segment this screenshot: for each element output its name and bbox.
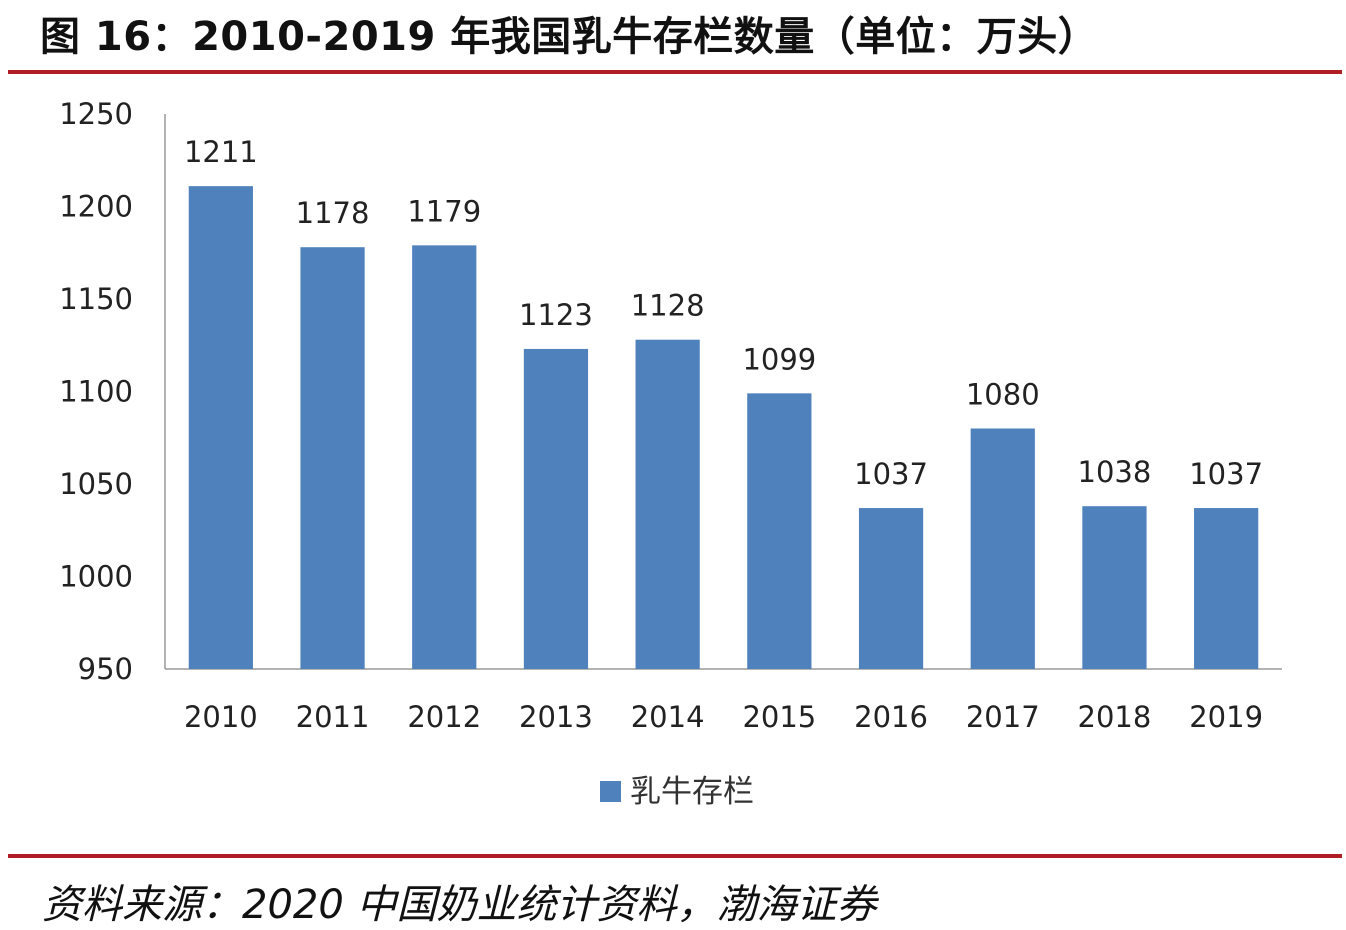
legend: 乳牛存栏 bbox=[600, 774, 754, 810]
data-label: 1037 bbox=[1189, 457, 1263, 491]
x-tick-label: 2019 bbox=[1189, 700, 1263, 734]
x-tick-label: 2012 bbox=[407, 700, 481, 734]
data-label: 1038 bbox=[1078, 455, 1152, 489]
x-tick-label: 2010 bbox=[184, 700, 258, 734]
y-tick-label: 1050 bbox=[59, 467, 133, 501]
data-label: 1080 bbox=[966, 378, 1040, 412]
x-tick-label: 2015 bbox=[742, 700, 816, 734]
source-note: 资料来源：2020 中国奶业统计资料，渤海证券 bbox=[42, 882, 877, 928]
legend-label: 乳牛存栏 bbox=[630, 774, 754, 810]
bar bbox=[858, 508, 924, 669]
bar bbox=[1082, 506, 1147, 669]
y-tick-label: 1200 bbox=[59, 190, 133, 224]
x-tick-label: 2014 bbox=[631, 700, 705, 734]
data-label: 1037 bbox=[854, 457, 928, 491]
x-tick-label: 2018 bbox=[1078, 700, 1152, 734]
x-axis: 2010 2011 2012 2013 2014 2015 2016 2017 2018 2019 bbox=[165, 668, 1282, 734]
bottom-divider bbox=[8, 854, 1342, 858]
y-tick-label: 1150 bbox=[59, 282, 133, 316]
bar bbox=[523, 348, 589, 669]
data-labels: 1211 1178 1179 1123 1128 1099 1037 1080 1038 1037 bbox=[184, 135, 1263, 491]
y-axis: 950 1000 1050 1100 1150 1200 1250 bbox=[59, 97, 166, 686]
top-divider bbox=[8, 70, 1342, 74]
bar bbox=[1194, 508, 1259, 669]
data-label: 1123 bbox=[519, 298, 593, 332]
chart-title: 图 16：2010-2019 年我国乳牛存栏数量（单位：万头） bbox=[40, 14, 1099, 60]
data-label: 1128 bbox=[631, 289, 705, 323]
bar bbox=[635, 339, 700, 669]
bar bbox=[970, 428, 1035, 669]
bar bbox=[188, 186, 253, 669]
data-label: 1211 bbox=[184, 135, 258, 169]
data-label: 1179 bbox=[407, 194, 481, 228]
x-tick-label: 2011 bbox=[296, 700, 370, 734]
bar bbox=[747, 393, 812, 669]
y-tick-label: 1000 bbox=[59, 560, 133, 594]
y-tick-label: 950 bbox=[78, 652, 133, 686]
x-tick-label: 2013 bbox=[519, 700, 593, 734]
bar bbox=[300, 247, 365, 669]
bar bbox=[412, 245, 477, 669]
y-tick-label: 1100 bbox=[59, 375, 133, 409]
x-tick-label: 2017 bbox=[966, 700, 1040, 734]
data-label: 1178 bbox=[296, 196, 370, 230]
x-tick-label: 2016 bbox=[854, 700, 928, 734]
legend-swatch bbox=[600, 781, 621, 802]
bars bbox=[188, 186, 1259, 669]
y-tick-label: 1250 bbox=[59, 97, 133, 131]
data-label: 1099 bbox=[742, 342, 816, 376]
